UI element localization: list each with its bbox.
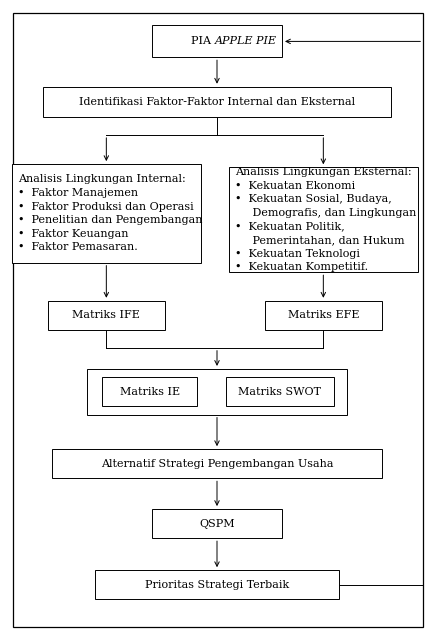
FancyBboxPatch shape xyxy=(152,25,282,57)
FancyBboxPatch shape xyxy=(265,301,382,330)
Text: Analisis Lingkungan Internal:
•  Faktor Manajemen
•  Faktor Produksi dan Operasi: Analisis Lingkungan Internal: • Faktor M… xyxy=(18,175,203,252)
FancyBboxPatch shape xyxy=(87,369,347,415)
FancyBboxPatch shape xyxy=(12,164,201,262)
Text: QSPM: QSPM xyxy=(199,519,235,529)
Text: Analisis Lingkungan Eksternal:
•  Kekuatan Ekonomi
•  Kekuatan Sosial, Budaya,
 : Analisis Lingkungan Eksternal: • Kekuata… xyxy=(235,167,417,273)
Text: Prioritas Strategi Terbaik: Prioritas Strategi Terbaik xyxy=(145,580,289,590)
FancyBboxPatch shape xyxy=(152,509,282,538)
FancyBboxPatch shape xyxy=(95,570,339,599)
FancyBboxPatch shape xyxy=(229,167,418,273)
Text: PIA: PIA xyxy=(191,36,215,47)
Text: Matriks EFE: Matriks EFE xyxy=(288,310,359,320)
Text: Matriks IE: Matriks IE xyxy=(120,387,180,397)
Text: Alternatif Strategi Pengembangan Usaha: Alternatif Strategi Pengembangan Usaha xyxy=(101,459,333,469)
Text: Identifikasi Faktor-Faktor Internal dan Eksternal: Identifikasi Faktor-Faktor Internal dan … xyxy=(79,97,355,107)
FancyBboxPatch shape xyxy=(52,449,382,478)
FancyBboxPatch shape xyxy=(102,377,197,406)
Text: Matriks IFE: Matriks IFE xyxy=(72,310,140,320)
FancyBboxPatch shape xyxy=(226,377,334,406)
Text: APPLE PIE: APPLE PIE xyxy=(215,36,277,47)
Text: Matriks SWOT: Matriks SWOT xyxy=(238,387,322,397)
FancyBboxPatch shape xyxy=(48,301,165,330)
FancyBboxPatch shape xyxy=(43,87,391,117)
